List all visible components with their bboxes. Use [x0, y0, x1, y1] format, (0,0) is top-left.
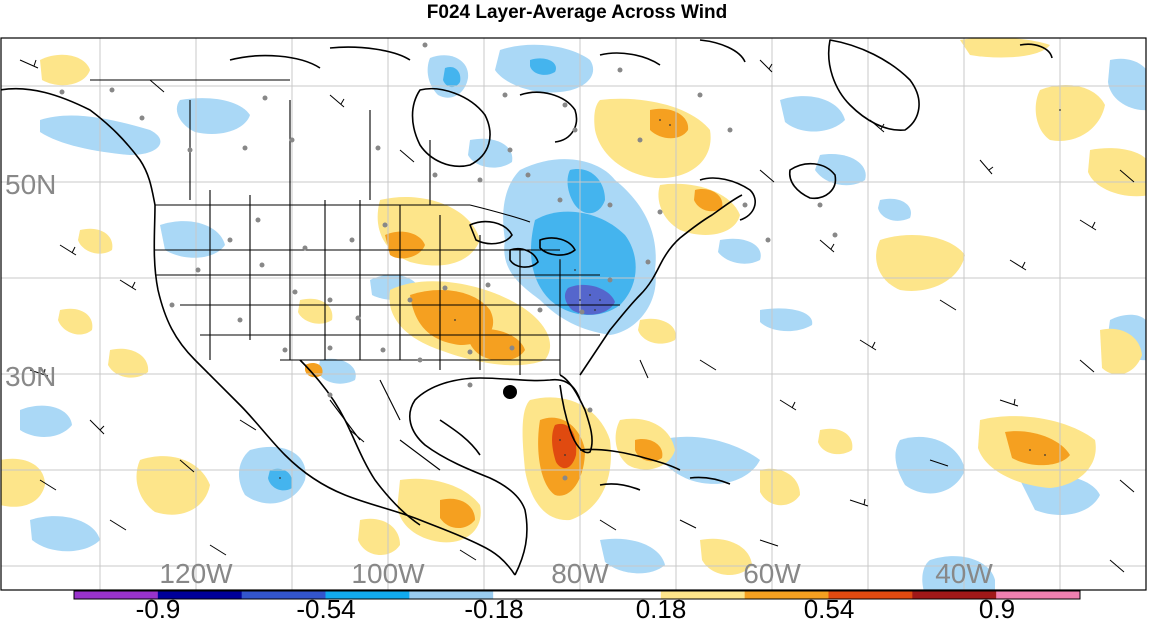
- coastlines: [1, 39, 1053, 576]
- colorbar-label: -0.54: [296, 594, 356, 624]
- colorbar-swatch: [577, 591, 662, 599]
- lat-label-30n: 30N: [5, 361, 56, 392]
- colorbar-swatch: [241, 591, 326, 599]
- colorbar-label: -0.9: [135, 594, 181, 624]
- colorbar-label: 0.54: [803, 594, 855, 624]
- colorbar-swatch: [744, 591, 829, 599]
- colorbar-swatch: [409, 591, 494, 599]
- map-frame: [0, 37, 1147, 591]
- wind-barbs: [19, 59, 1135, 573]
- colorbar-label: -0.18: [464, 594, 524, 624]
- colorbar-swatch: [325, 591, 410, 599]
- colorbar-swatch: [828, 591, 913, 599]
- colorbar-swatch: [493, 591, 578, 599]
- graticule: [1, 38, 1146, 590]
- lon-label-40w: 40W: [935, 558, 993, 589]
- lon-label-80w: 80W: [551, 558, 609, 589]
- lat-label-50n: 50N: [5, 169, 56, 200]
- colorbar-label: 0.9: [978, 594, 1016, 624]
- colorbar-swatch: [996, 591, 1081, 599]
- colorbar-swatch: [74, 591, 159, 599]
- page-title: F024 Layer-Average Across Wind: [426, 2, 728, 23]
- stippling: [279, 109, 1061, 479]
- colorbar-swatch: [157, 591, 243, 599]
- lon-label-120w: 120W: [159, 558, 233, 589]
- colorbar-frame: [73, 590, 1081, 600]
- colorbar-swatch: [912, 591, 997, 599]
- lon-label-100w: 100W: [351, 558, 425, 589]
- lon-label-60w: 60W: [743, 558, 801, 589]
- colorbar-swatch: [660, 591, 746, 599]
- colorbar-label: 0.18: [635, 594, 687, 624]
- colorbar: [73, 590, 1081, 600]
- station-dots: [59, 42, 838, 481]
- center-dot-icon: [503, 385, 517, 399]
